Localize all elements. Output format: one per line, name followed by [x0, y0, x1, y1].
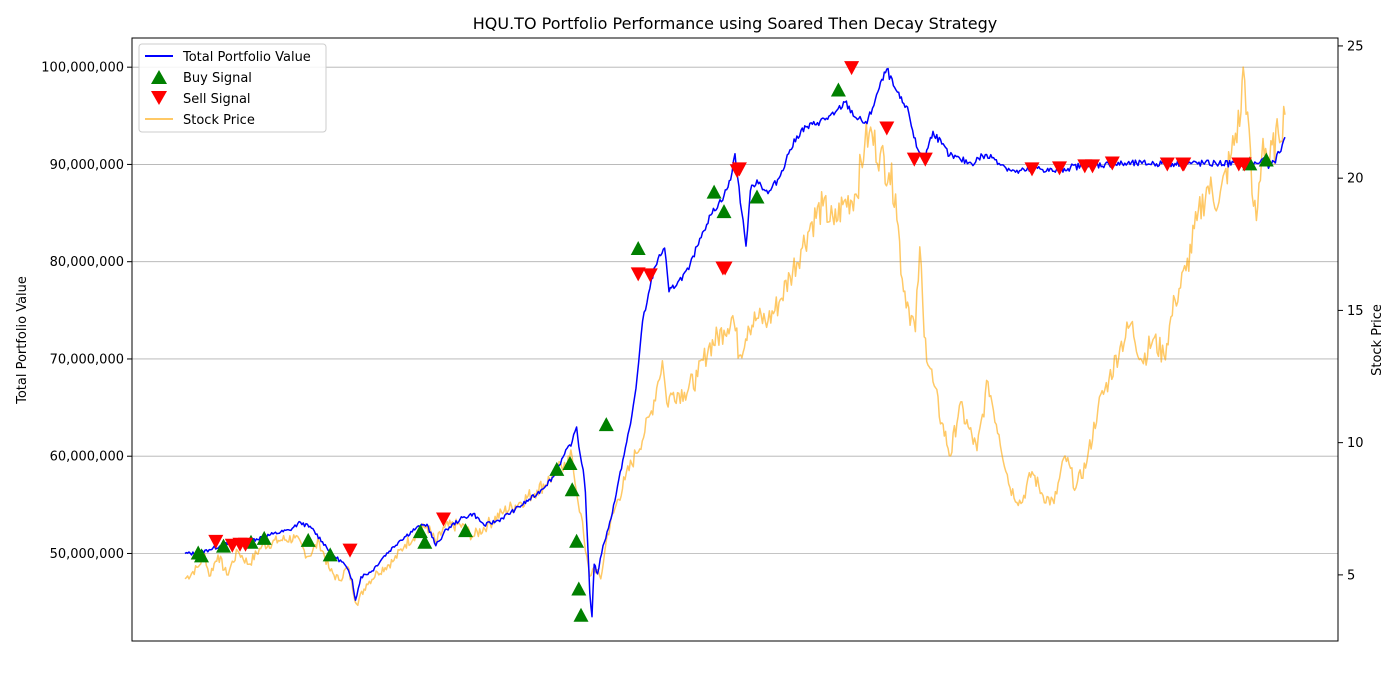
sell-signal-marker: [1176, 157, 1192, 172]
left-tick-label: 100,000,000: [41, 61, 124, 76]
right-tick-label: 15: [1347, 304, 1364, 319]
buy-signal-marker: [571, 581, 587, 596]
legend-box: [138, 43, 327, 133]
sell-signal-marker: [1052, 161, 1067, 176]
legend-buy-label: Buy Signal: [183, 71, 252, 86]
buy-signal-marker: [300, 532, 316, 547]
sell-signal-marker: [1159, 157, 1175, 172]
buy-signal-marker: [630, 241, 646, 256]
sell-signal-marker: [630, 267, 646, 282]
left-tick-label: 90,000,000: [50, 158, 124, 173]
portfolio-value-line: [184, 67, 1286, 618]
sell-signal-marker: [844, 61, 860, 76]
legend-buy-triangle-icon: [151, 70, 167, 84]
buy-signal-marker: [569, 533, 585, 548]
right-tick-label: 5: [1347, 568, 1355, 583]
left-tick-label: 70,000,000: [50, 352, 124, 367]
right-tick-label: 20: [1347, 172, 1364, 187]
legend-sell-label: Sell Signal: [183, 92, 251, 107]
buy-signal-marker: [598, 417, 614, 432]
buy-signal-marker: [1258, 152, 1274, 167]
sell-signal-marker: [1104, 156, 1120, 171]
legend: Total Portfolio Value Buy Signal Sell Si…: [138, 43, 327, 133]
sell-signal-marker: [1024, 162, 1040, 177]
sell-signal-marker: [906, 152, 922, 167]
left-tick-label: 50,000,000: [50, 547, 124, 562]
buy-signal-marker: [749, 189, 765, 204]
right-tick-label: 25: [1347, 39, 1364, 54]
left-axis-ticks: 50,000,000 60,000,000 70,000,000 80,000,000…: [41, 61, 132, 562]
sell-signal-marker: [342, 543, 358, 558]
legend-sell-triangle-icon: [151, 91, 167, 105]
sell-signal-marker: [238, 537, 253, 552]
buy-signal-marker: [564, 482, 580, 497]
sell-signal-marker: [642, 268, 658, 283]
buy-signal-marker: [322, 547, 338, 562]
sell-signal-marker: [717, 261, 733, 276]
buy-signal-marker: [458, 523, 473, 538]
buy-signal-marker: [573, 607, 589, 622]
buy-signal-marker: [549, 461, 565, 476]
legend-price-label: Stock Price: [183, 113, 255, 128]
sell-signal-markers: [208, 61, 1252, 558]
chart-title: HQU.TO Portfolio Performance using Soare…: [473, 14, 997, 33]
right-axis-ticks: 5 10 15 20 25: [1338, 39, 1364, 583]
portfolio-value-series: [184, 67, 1286, 618]
grid: [132, 66, 1338, 554]
legend-portfolio-label: Total Portfolio Value: [182, 50, 311, 65]
sell-signal-marker: [436, 512, 451, 527]
buy-signal-marker: [716, 204, 732, 219]
sell-signal-marker: [1236, 157, 1252, 172]
right-axis-label: Stock Price: [1370, 304, 1385, 376]
buy-signal-markers: [190, 82, 1274, 622]
sell-signal-marker: [731, 162, 747, 177]
left-axis-label: Total Portfolio Value: [15, 276, 30, 405]
buy-signal-marker: [417, 534, 433, 549]
sell-signal-marker: [208, 534, 224, 549]
buy-signal-marker: [194, 548, 209, 563]
sell-signal-marker: [879, 121, 895, 136]
sell-signal-marker: [1085, 159, 1100, 174]
buy-signal-marker: [706, 184, 722, 199]
buy-signal-marker: [256, 530, 272, 545]
stock-price-line: [184, 66, 1286, 607]
left-tick-label: 80,000,000: [50, 255, 124, 270]
buy-signal-marker: [562, 455, 578, 470]
right-tick-label: 10: [1347, 436, 1364, 451]
buy-signal-marker: [830, 82, 846, 97]
buy-signal-marker: [412, 524, 428, 539]
buy-signal-marker: [216, 538, 231, 553]
stock-price-series: [184, 66, 1286, 607]
plot-frame: [131, 37, 1339, 642]
sell-signal-marker: [917, 152, 933, 167]
left-tick-label: 60,000,000: [50, 450, 124, 465]
